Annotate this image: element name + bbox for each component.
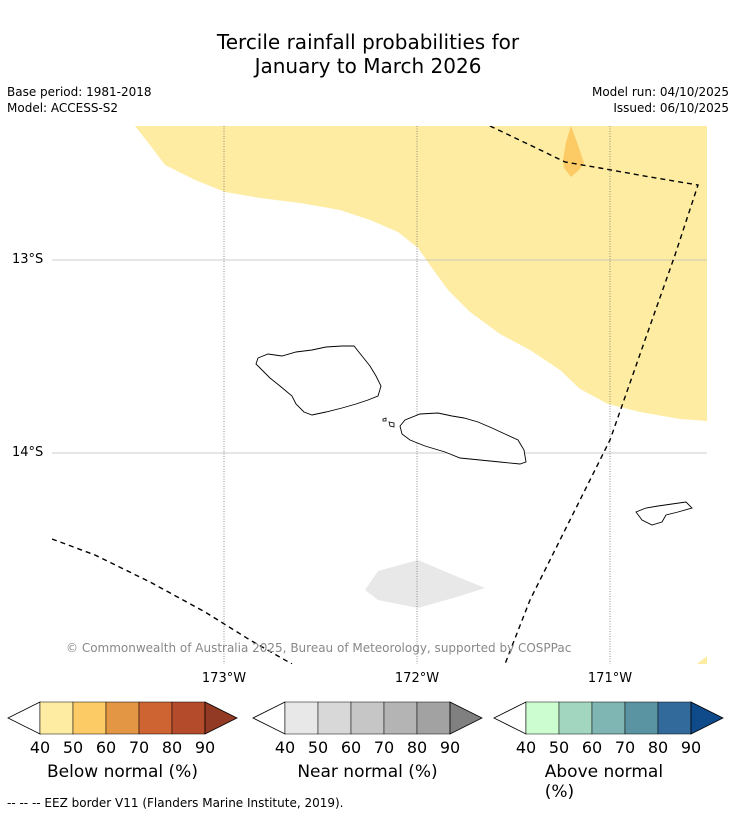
colorbar-near xyxy=(252,701,483,735)
colorbar-high-extend xyxy=(204,701,238,735)
model-name: Model: ACCESS-S2 xyxy=(7,101,119,115)
colorbar-tick-label: 60 xyxy=(581,738,603,757)
colorbar-segment xyxy=(591,701,626,735)
region-below-normal-40-50 xyxy=(135,126,707,421)
colorbar-segment xyxy=(624,701,659,735)
colorbar-segment xyxy=(39,701,74,735)
colorbar-tick-label: 80 xyxy=(406,738,428,757)
colorbar-tick-label: 80 xyxy=(161,738,183,757)
colorbar-low-extend xyxy=(7,701,41,735)
colorbar-high-extend xyxy=(690,701,724,735)
colorbar-tick-label: 90 xyxy=(194,738,216,757)
map-title: Tercile rainfall probabilities for Janua… xyxy=(0,30,736,78)
colorbar-segment xyxy=(416,701,451,735)
colorbar-tick-label: 90 xyxy=(439,738,461,757)
colorbar-above xyxy=(493,701,724,735)
colorbar-segment xyxy=(138,701,173,735)
colorbar-tick-label: 50 xyxy=(307,738,329,757)
colorbar-segment xyxy=(284,701,319,735)
colorbar-tick-label: 40 xyxy=(29,738,51,757)
colorbar-segment xyxy=(317,701,352,735)
colorbar-tick-label: 90 xyxy=(680,738,702,757)
colorbar-title: Near normal (%) xyxy=(297,762,438,782)
colorbar-segment xyxy=(525,701,560,735)
colorbar-tick-label: 70 xyxy=(614,738,636,757)
lat-label-13s: 13°S xyxy=(12,252,44,267)
eez-footnote: -- -- -- EEZ border V11 (Flanders Marine… xyxy=(7,796,344,810)
title-line-2: January to March 2026 xyxy=(254,54,482,78)
colorbar-tick-label: 40 xyxy=(515,738,537,757)
base-period: Base period: 1981-2018 xyxy=(7,85,152,99)
colorbar-segment xyxy=(558,701,593,735)
island-tutuila xyxy=(635,501,693,526)
colorbar-segment xyxy=(350,701,385,735)
colorbar-segment xyxy=(383,701,418,735)
eez-border-southwest xyxy=(52,538,293,664)
region-below-normal-50-60 xyxy=(563,126,584,177)
eez-border-north xyxy=(489,126,699,664)
colorbar-high-extend xyxy=(449,701,483,735)
region-near-normal-40-50 xyxy=(365,560,485,608)
lon-label-172w: 172°W xyxy=(394,671,440,686)
copyright-text: © Commonwealth of Australia 2025, Bureau… xyxy=(66,641,572,655)
colorbar-low-extend xyxy=(493,701,527,735)
colorbar-tick-label: 70 xyxy=(373,738,395,757)
colorbar-segment xyxy=(105,701,140,735)
colorbar-title: Below normal (%) xyxy=(47,762,198,782)
colorbar-tick-label: 40 xyxy=(274,738,296,757)
lat-label-14s: 14°S xyxy=(12,445,44,460)
colorbar-tick-label: 60 xyxy=(95,738,117,757)
meta-right: Model run: 04/10/2025 Issued: 06/10/2025 xyxy=(592,84,729,116)
island-apolima xyxy=(388,421,395,428)
meta-left: Base period: 1981-2018 Model: ACCESS-S2 xyxy=(7,84,152,116)
island-savaii xyxy=(255,345,382,416)
colorbar-tick-label: 50 xyxy=(548,738,570,757)
island-upolu xyxy=(399,412,527,465)
colorbar-tick-label: 60 xyxy=(340,738,362,757)
model-run: Model run: 04/10/2025 xyxy=(591,85,729,99)
colorbar-below xyxy=(7,701,238,735)
colorbar-title: Above normal (%) xyxy=(544,762,664,802)
region-below-normal-corner xyxy=(697,656,707,664)
colorbar-segment xyxy=(72,701,107,735)
colorbar-tick-label: 80 xyxy=(647,738,669,757)
colorbar-segment xyxy=(657,701,692,735)
colorbar-tick-label: 70 xyxy=(128,738,150,757)
title-line-1: Tercile rainfall probabilities for xyxy=(216,30,520,54)
colorbar-segment xyxy=(171,701,206,735)
colorbar-low-extend xyxy=(252,701,286,735)
island-manono xyxy=(382,417,387,422)
colorbar-tick-label: 50 xyxy=(62,738,84,757)
lon-label-173w: 173°W xyxy=(201,671,247,686)
lon-label-171w: 171°W xyxy=(587,671,633,686)
issued-date: Issued: 06/10/2025 xyxy=(613,101,729,115)
